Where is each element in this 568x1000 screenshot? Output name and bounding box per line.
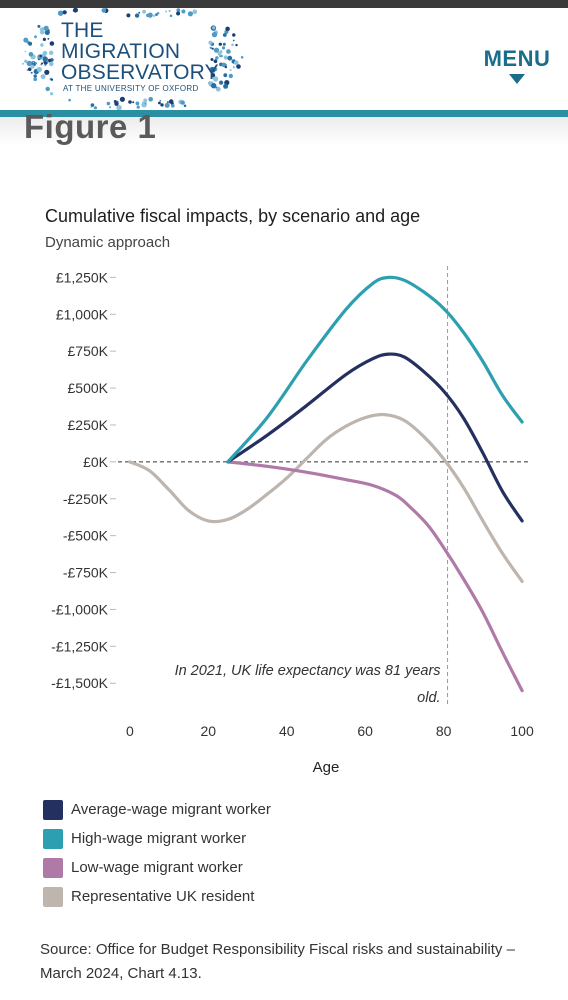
series-line-low-wage-migrant-worker xyxy=(226,460,524,693)
legend-swatch xyxy=(43,858,63,878)
chart-title: Cumulative fiscal impacts, by scenario a… xyxy=(45,206,421,226)
y-tick-label: £1,250K xyxy=(56,269,109,285)
legend-swatch xyxy=(43,800,63,820)
logo-subtitle: AT THE UNIVERSITY OF OXFORD xyxy=(63,84,199,93)
legend-swatch xyxy=(43,887,63,907)
x-tick-label: 60 xyxy=(357,723,373,739)
legend-label: High-wage migrant worker xyxy=(71,830,247,847)
y-tick-label: £250K xyxy=(68,417,109,433)
migration-observatory-logo[interactable]: THE MIGRATION OBSERVATORY AT THE UNIVERS… xyxy=(0,7,270,111)
y-tick-label: -£750K xyxy=(63,565,109,581)
logo-text-line: THE xyxy=(61,19,104,42)
chart-subtitle: Dynamic approach xyxy=(45,234,171,251)
legend-label: Average-wage migrant worker xyxy=(71,801,271,818)
y-tick-label: -£1,250K xyxy=(51,638,108,654)
caret-down-icon xyxy=(509,74,525,84)
x-tick-label: 80 xyxy=(436,723,452,739)
logo-text-line: MIGRATION xyxy=(61,40,181,63)
menu-button[interactable]: MENU xyxy=(482,46,552,90)
top-bar xyxy=(0,0,568,8)
figure-label: Figure 1 xyxy=(24,108,157,145)
legend-label: Low-wage migrant worker xyxy=(71,859,243,876)
source-note: Source: Office for Budget Responsibility… xyxy=(40,941,515,982)
series-line-representative-uk-resident xyxy=(128,412,524,583)
y-tick-label: -£500K xyxy=(63,528,109,544)
line-chart: -£1,500K -£1,250K -£1,000K -£750K -£500K -£25… xyxy=(51,266,534,776)
annotation-text: In 2021, UK life expectancy was 81 years xyxy=(175,663,441,679)
menu-label: MENU xyxy=(483,46,551,71)
legend-label: Representative UK resident xyxy=(71,888,255,905)
annotation-text: old. xyxy=(417,690,440,706)
y-tick-label: £750K xyxy=(68,343,109,359)
x-tick-label: 20 xyxy=(201,723,217,739)
x-axis-label: Age xyxy=(313,759,340,776)
x-tick-label: 100 xyxy=(510,723,534,739)
logo-dots-graphic xyxy=(21,7,244,111)
y-tick-label: -£1,500K xyxy=(51,675,108,691)
y-tick-label: £1,000K xyxy=(56,306,109,322)
logo-text-line: OBSERVATORY xyxy=(61,61,219,84)
y-tick-label: -£250K xyxy=(63,491,109,507)
header-divider xyxy=(0,110,568,117)
legend-swatch xyxy=(43,829,63,849)
figure-banner xyxy=(0,117,568,145)
y-tick-label: £500K xyxy=(68,380,109,396)
series-line-high-wage-migrant-worker xyxy=(226,275,524,464)
x-tick-label: 40 xyxy=(279,723,295,739)
site-header: THE MIGRATION OBSERVATORY AT THE UNIVERS… xyxy=(0,7,568,111)
y-tick-label: -£1,000K xyxy=(51,601,108,617)
series-line-average-wage-migrant-worker xyxy=(226,352,524,523)
x-tick-label: 0 xyxy=(126,723,134,739)
y-tick-label: £0K xyxy=(83,454,109,470)
